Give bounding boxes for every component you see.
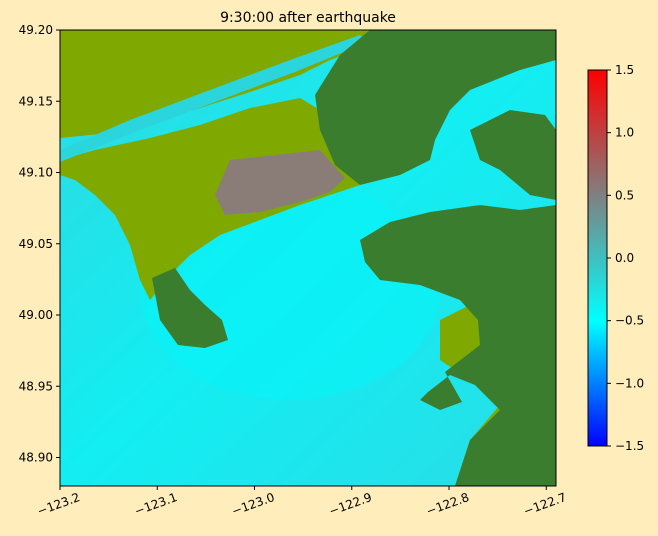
lowland-delta — [60, 98, 360, 300]
river-channel — [60, 35, 368, 162]
x-tick-label: −122.8 — [424, 490, 471, 518]
x-tick-label: −123.2 — [35, 490, 82, 518]
colorbar-tick-label: 1.5 — [615, 63, 634, 77]
upland-southeast — [360, 205, 556, 486]
y-tick-label: 49.05 — [19, 237, 53, 251]
colorbar-tick-label: 0.5 — [615, 188, 634, 202]
colorbar-tick-label: −1.5 — [615, 439, 644, 453]
colorbar-ticks: −1.5 −1.0 −0.5 0.0 0.5 1.0 1.5 — [607, 63, 644, 453]
upland-east-inner — [470, 110, 556, 200]
plot-area — [60, 30, 556, 486]
peninsula-point-roberts — [152, 268, 228, 348]
y-tick-label: 48.95 — [19, 379, 53, 393]
x-tick-label: −123.1 — [133, 490, 180, 518]
colorbar-gradient — [587, 69, 608, 447]
y-tick-label: 49.00 — [19, 308, 53, 322]
chart-title: 9:30:00 after earthquake — [220, 10, 396, 26]
y-tick-label: 49.20 — [19, 23, 53, 37]
colorbar-tick-label: −1.0 — [615, 376, 644, 390]
y-tick-label: 49.10 — [19, 166, 53, 180]
colorbar-tick-label: 0.0 — [615, 251, 634, 265]
flooded-area-grey — [215, 150, 345, 215]
x-axis: −123.2 −123.1 −123.0 −122.9 −122.8 −122.7 — [35, 486, 568, 518]
plot-frame — [59, 29, 557, 487]
x-tick-label: −122.7 — [522, 490, 569, 518]
y-tick-label: 49.15 — [19, 94, 53, 108]
x-tick-label: −123.0 — [230, 490, 277, 518]
colorbar-tick-label: −0.5 — [615, 314, 644, 328]
upland-east — [315, 30, 556, 185]
y-axis: 48.90 48.95 49.00 49.05 49.10 49.15 49.20 — [19, 23, 60, 465]
x-tick-label: −122.9 — [327, 490, 374, 518]
y-tick-label: 48.90 — [19, 451, 53, 465]
colorbar: −1.5 −1.0 −0.5 0.0 0.5 1.0 1.5 — [587, 63, 644, 453]
colorbar-tick-label: 1.0 — [615, 126, 634, 140]
